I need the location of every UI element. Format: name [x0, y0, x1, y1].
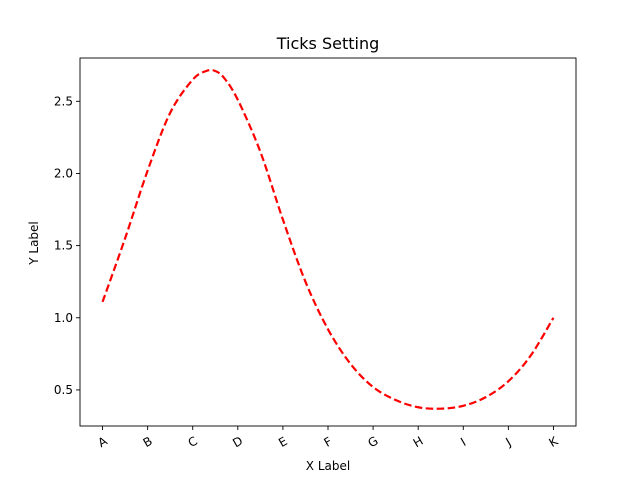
series-line: [101, 68, 555, 410]
y-tick-label: 1.5: [54, 239, 73, 253]
plot-area: 0.51.01.52.02.5A B C D E F G H I J K: [54, 57, 577, 450]
x-tick-label: J: [502, 435, 513, 449]
y-tick-label: 2.0: [54, 166, 73, 180]
x-tick-label: I: [458, 435, 468, 449]
y-tick-label: 2.5: [54, 94, 73, 108]
y-tick-label: 0.5: [54, 383, 73, 397]
y-axis-label: Y Label: [27, 221, 41, 266]
chart-title: Ticks Setting: [276, 34, 380, 53]
x-axis-label: X Label: [306, 459, 350, 473]
y-tick-label: 1.0: [54, 311, 73, 325]
